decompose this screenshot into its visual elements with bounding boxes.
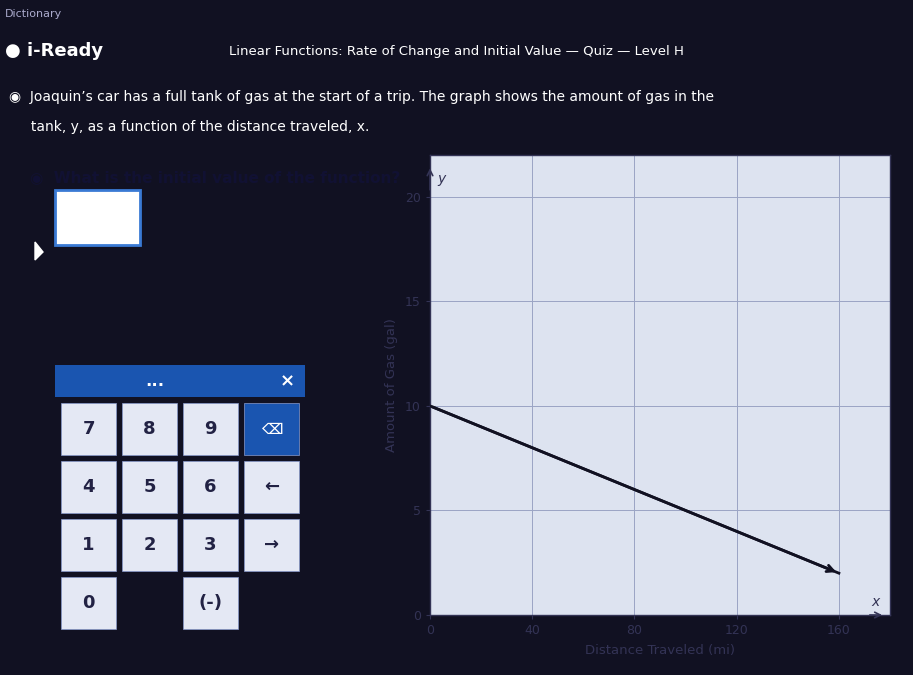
Bar [183, 461, 238, 513]
Text: 7: 7 [82, 420, 95, 438]
Text: 6: 6 [205, 478, 216, 496]
Bar [61, 403, 116, 455]
Text: y: y [437, 171, 446, 186]
Bar [244, 403, 299, 455]
Bar [61, 577, 116, 629]
Text: ⌫: ⌫ [261, 421, 282, 437]
Text: ...: ... [145, 372, 164, 390]
Bar [244, 519, 299, 571]
Bar [183, 519, 238, 571]
Text: 3: 3 [205, 536, 216, 554]
Text: tank, y, as a function of the distance traveled, x.: tank, y, as a function of the distance t… [9, 120, 370, 134]
Text: ◉  Joaquin’s car has a full tank of gas at the start of a trip. The graph shows : ◉ Joaquin’s car has a full tank of gas a… [9, 90, 714, 104]
Text: 5: 5 [143, 478, 156, 496]
Text: ◉  What is the initial value of the function?: ◉ What is the initial value of the funct… [30, 170, 400, 185]
Text: 9: 9 [205, 420, 216, 438]
Text: 8: 8 [143, 420, 156, 438]
Text: ×: × [279, 372, 295, 390]
X-axis label: Distance Traveled (mi): Distance Traveled (mi) [585, 644, 735, 657]
Bar [61, 461, 116, 513]
Bar [122, 461, 177, 513]
Text: 1: 1 [82, 536, 95, 554]
Text: ● i-Ready: ● i-Ready [5, 43, 102, 61]
Bar [183, 403, 238, 455]
Text: Linear Functions: Rate of Change and Initial Value — Quiz — Level H: Linear Functions: Rate of Change and Ini… [229, 45, 684, 58]
Text: →: → [264, 536, 279, 554]
Text: x: x [872, 595, 880, 609]
Text: 0: 0 [82, 594, 95, 612]
Bar [122, 403, 177, 455]
Text: ←: ← [264, 478, 279, 496]
Bar [183, 577, 238, 629]
Text: 2: 2 [143, 536, 156, 554]
Text: Dictionary: Dictionary [5, 9, 62, 19]
Bar [61, 519, 116, 571]
Y-axis label: Amount of Gas (gal): Amount of Gas (gal) [385, 318, 398, 452]
Bar [244, 461, 299, 513]
Text: (-): (-) [198, 594, 223, 612]
Bar [55, 365, 305, 397]
Bar [122, 519, 177, 571]
Text: 4: 4 [82, 478, 95, 496]
Polygon shape [35, 242, 43, 260]
Bar [55, 190, 140, 245]
